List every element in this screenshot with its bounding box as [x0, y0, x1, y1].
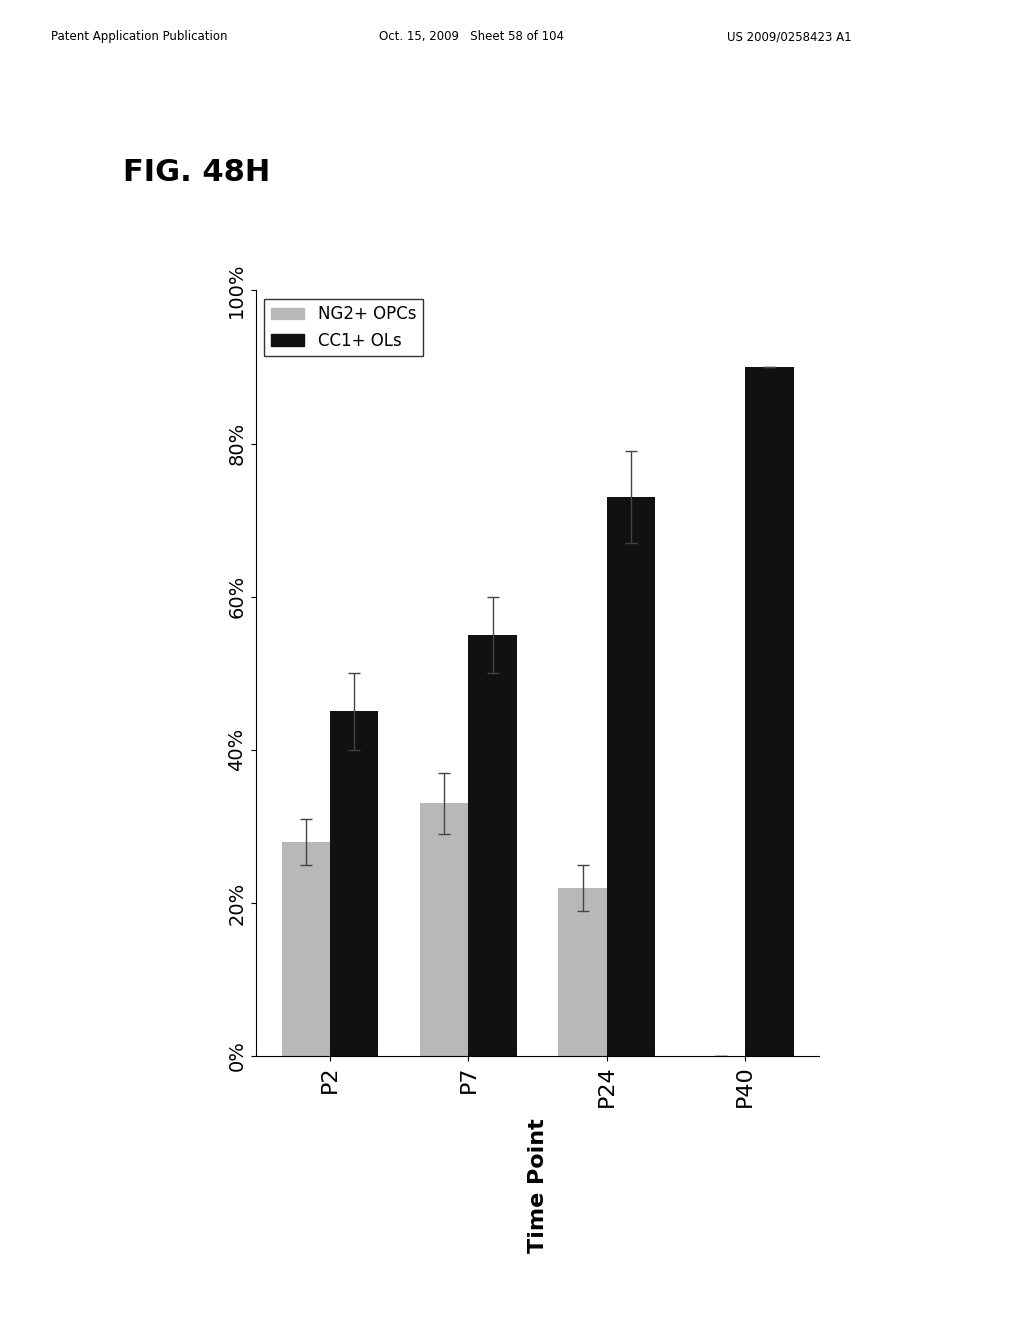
Bar [745, 367, 794, 1056]
Text: Oct. 15, 2009   Sheet 58 of 104: Oct. 15, 2009 Sheet 58 of 104 [379, 30, 564, 44]
Bar [607, 498, 655, 1056]
Bar [282, 842, 330, 1056]
Legend: NG2+ OPCs, CC1+ OLs: NG2+ OPCs, CC1+ OLs [264, 298, 423, 356]
Bar [468, 635, 517, 1056]
Bar [420, 804, 468, 1056]
X-axis label: Time Point: Time Point [527, 1118, 548, 1253]
Bar [558, 887, 607, 1056]
Text: Patent Application Publication: Patent Application Publication [51, 30, 227, 44]
Bar [330, 711, 379, 1056]
Text: FIG. 48H: FIG. 48H [123, 158, 270, 187]
Text: US 2009/0258423 A1: US 2009/0258423 A1 [727, 30, 852, 44]
